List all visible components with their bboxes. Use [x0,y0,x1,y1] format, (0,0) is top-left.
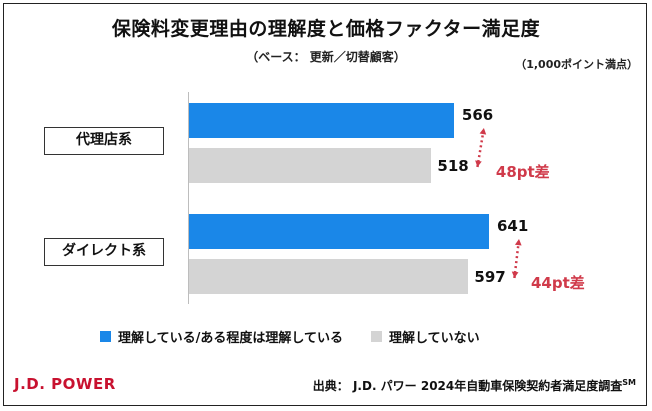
data-label: 566 [461,106,494,124]
difference-arrow-line [476,127,486,168]
legend-swatch-blue [100,331,111,342]
category-label: 代理店系 [44,127,164,155]
arrow-head [511,271,519,278]
bar [189,103,454,138]
bar [189,148,432,183]
arrow-head [514,239,522,246]
legend-label-understand: 理解している/ある程度は理解している [118,331,343,346]
category-label: ダイレクト系 [44,238,164,266]
jd-power-logo: J.D. POWER [14,375,116,393]
arrow-head [479,128,487,135]
chart-subtitle: （ベース： 更新／切替顧客） [246,50,406,64]
bar [189,214,489,249]
source-note: 出典： J.D. パワー 2024年自動車保険契約者満足度調査SM [313,377,636,394]
legend: 理解している/ある程度は理解している 理解していない [100,327,508,346]
data-label: 597 [474,268,506,286]
bar [189,259,469,294]
legend-item-understand: 理解している/ある程度は理解している [100,327,343,346]
legend-item-not-understand: 理解していない [370,327,480,346]
difference-label: 48pt差 [495,163,550,181]
legend-swatch-gray [370,331,382,342]
arrow-head [475,160,482,167]
legend-label-not-understand: 理解していない [388,331,480,346]
difference-arrow-line [513,238,521,279]
chart-title: 保険料変更理由の理解度と価格ファクター満足度 [111,18,541,40]
difference-label: 44pt差 [531,274,585,292]
category-axis-line [188,92,189,304]
source-text: 出典： J.D. パワー 2024年自動車保険契約者満足度調査 [312,379,623,393]
data-label: 518 [437,157,469,175]
source-sup: SM [622,378,636,387]
unit-note: （1,000ポイント満点） [515,58,638,71]
data-label: 641 [497,217,529,235]
